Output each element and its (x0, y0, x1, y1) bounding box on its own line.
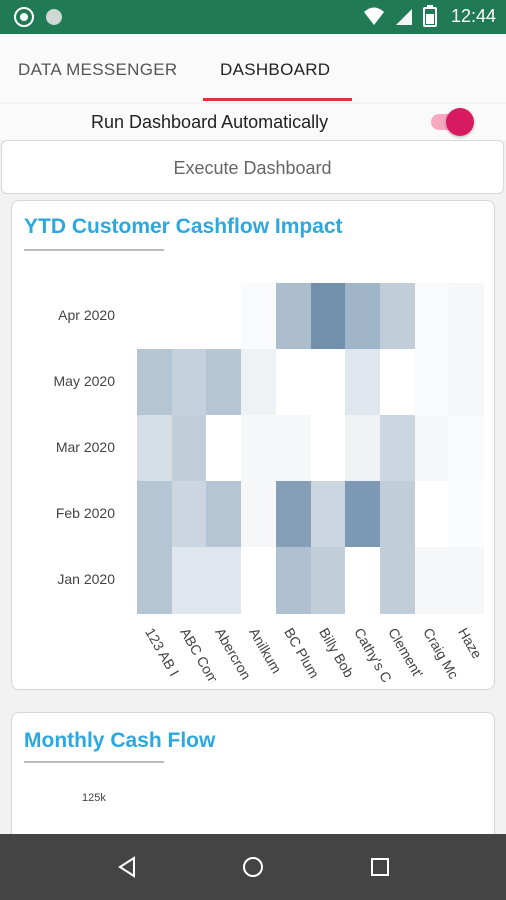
back-icon[interactable] (116, 856, 138, 878)
auto-run-row: Run Dashboard Automatically (0, 104, 506, 140)
title-divider (24, 249, 164, 251)
y-tick-label: May 2020 (53, 373, 115, 389)
heatmap-cell[interactable] (345, 415, 381, 482)
heatmap-cell[interactable] (310, 415, 346, 482)
heatmap-cell[interactable] (449, 415, 485, 482)
heatmap-cell[interactable] (449, 283, 485, 350)
notification-dot-icon (46, 9, 62, 25)
tab-data-messenger[interactable]: DATA MESSENGER (18, 60, 178, 79)
wifi-icon (363, 7, 384, 25)
heatmap-cell[interactable] (449, 481, 485, 548)
heatmap-cell[interactable] (275, 349, 311, 416)
recents-icon[interactable] (370, 857, 390, 877)
heatmap-cell[interactable] (310, 547, 346, 614)
heatmap-cell[interactable] (275, 415, 311, 482)
heatmap-cell[interactable] (379, 349, 416, 416)
heatmap-cell[interactable] (414, 547, 450, 614)
heatmap-cell[interactable] (310, 283, 346, 350)
heatmap-cell[interactable] (379, 481, 416, 548)
cashflow-title: Monthly Cash Flow (24, 729, 216, 752)
y-tick-label: 125k (82, 792, 106, 804)
heatmap-cell[interactable] (241, 349, 277, 416)
auto-run-label: Run Dashboard Automatically (91, 112, 329, 132)
heatmap-cell[interactable] (275, 481, 311, 548)
heatmap-cell[interactable] (414, 349, 450, 416)
cashflow-card: Monthly Cash Flow (11, 712, 495, 852)
signal-icon (395, 9, 412, 25)
heatmap-cell[interactable] (241, 283, 277, 350)
heatmap-cell[interactable] (206, 349, 242, 416)
heatmap-cell[interactable] (241, 415, 277, 482)
heatmap-cell[interactable] (379, 547, 416, 614)
heatmap-cell[interactable] (449, 349, 485, 416)
heatmap-cell[interactable] (379, 415, 416, 482)
navigation-bar (0, 834, 506, 900)
heatmap-cell[interactable] (137, 349, 173, 416)
heatmap-title: YTD Customer Cashflow Impact (24, 215, 343, 238)
title-divider (24, 761, 164, 763)
tab-dashboard[interactable]: DASHBOARD (220, 60, 331, 79)
y-tick-label: Apr 2020 (58, 307, 115, 323)
battery-icon (422, 5, 437, 27)
heatmap-cell[interactable] (414, 481, 450, 548)
heatmap-cell[interactable] (206, 415, 242, 482)
heatmap-cell[interactable] (206, 547, 242, 614)
heatmap-cell[interactable] (171, 415, 207, 482)
heatmap-cell[interactable] (345, 481, 381, 548)
y-tick-label: Feb 2020 (55, 505, 115, 521)
tab-bar: DATA MESSENGER DASHBOARD (0, 34, 506, 102)
heatmap-cell[interactable] (241, 547, 277, 614)
active-tab-indicator (203, 98, 352, 101)
heatmap-cell[interactable] (310, 481, 346, 548)
y-tick-label: Jan 2020 (57, 571, 115, 587)
heatmap-cell[interactable] (275, 547, 311, 614)
y-tick-label: Mar 2020 (55, 439, 115, 455)
heatmap-cell[interactable] (206, 481, 242, 548)
heatmap-cell[interactable] (275, 283, 311, 350)
heatmap-cell[interactable] (171, 481, 207, 548)
heatmap-cell[interactable] (449, 547, 485, 614)
heatmap-cell[interactable] (379, 283, 416, 350)
media-play-icon (14, 7, 34, 27)
heatmap-cell[interactable] (414, 415, 450, 482)
status-bar: 12:44 (0, 0, 506, 34)
heatmap-cell[interactable] (137, 415, 173, 482)
execute-dashboard-button[interactable]: Execute Dashboard (1, 140, 504, 194)
heatmap-cell[interactable] (345, 547, 381, 614)
heatmap-cell[interactable] (137, 481, 173, 548)
heatmap-cell[interactable] (171, 349, 207, 416)
home-icon[interactable] (242, 856, 264, 878)
heatmap-cell[interactable] (241, 481, 277, 548)
heatmap-cell[interactable] (310, 349, 346, 416)
auto-run-toggle[interactable] (446, 108, 474, 136)
clock: 12:44 (450, 5, 496, 26)
heatmap-cell[interactable] (345, 349, 381, 416)
heatmap-cell[interactable] (137, 547, 173, 614)
heatmap-cell[interactable] (171, 547, 207, 614)
heatmap-cell[interactable] (345, 283, 381, 350)
heatmap-cell[interactable] (414, 283, 450, 350)
